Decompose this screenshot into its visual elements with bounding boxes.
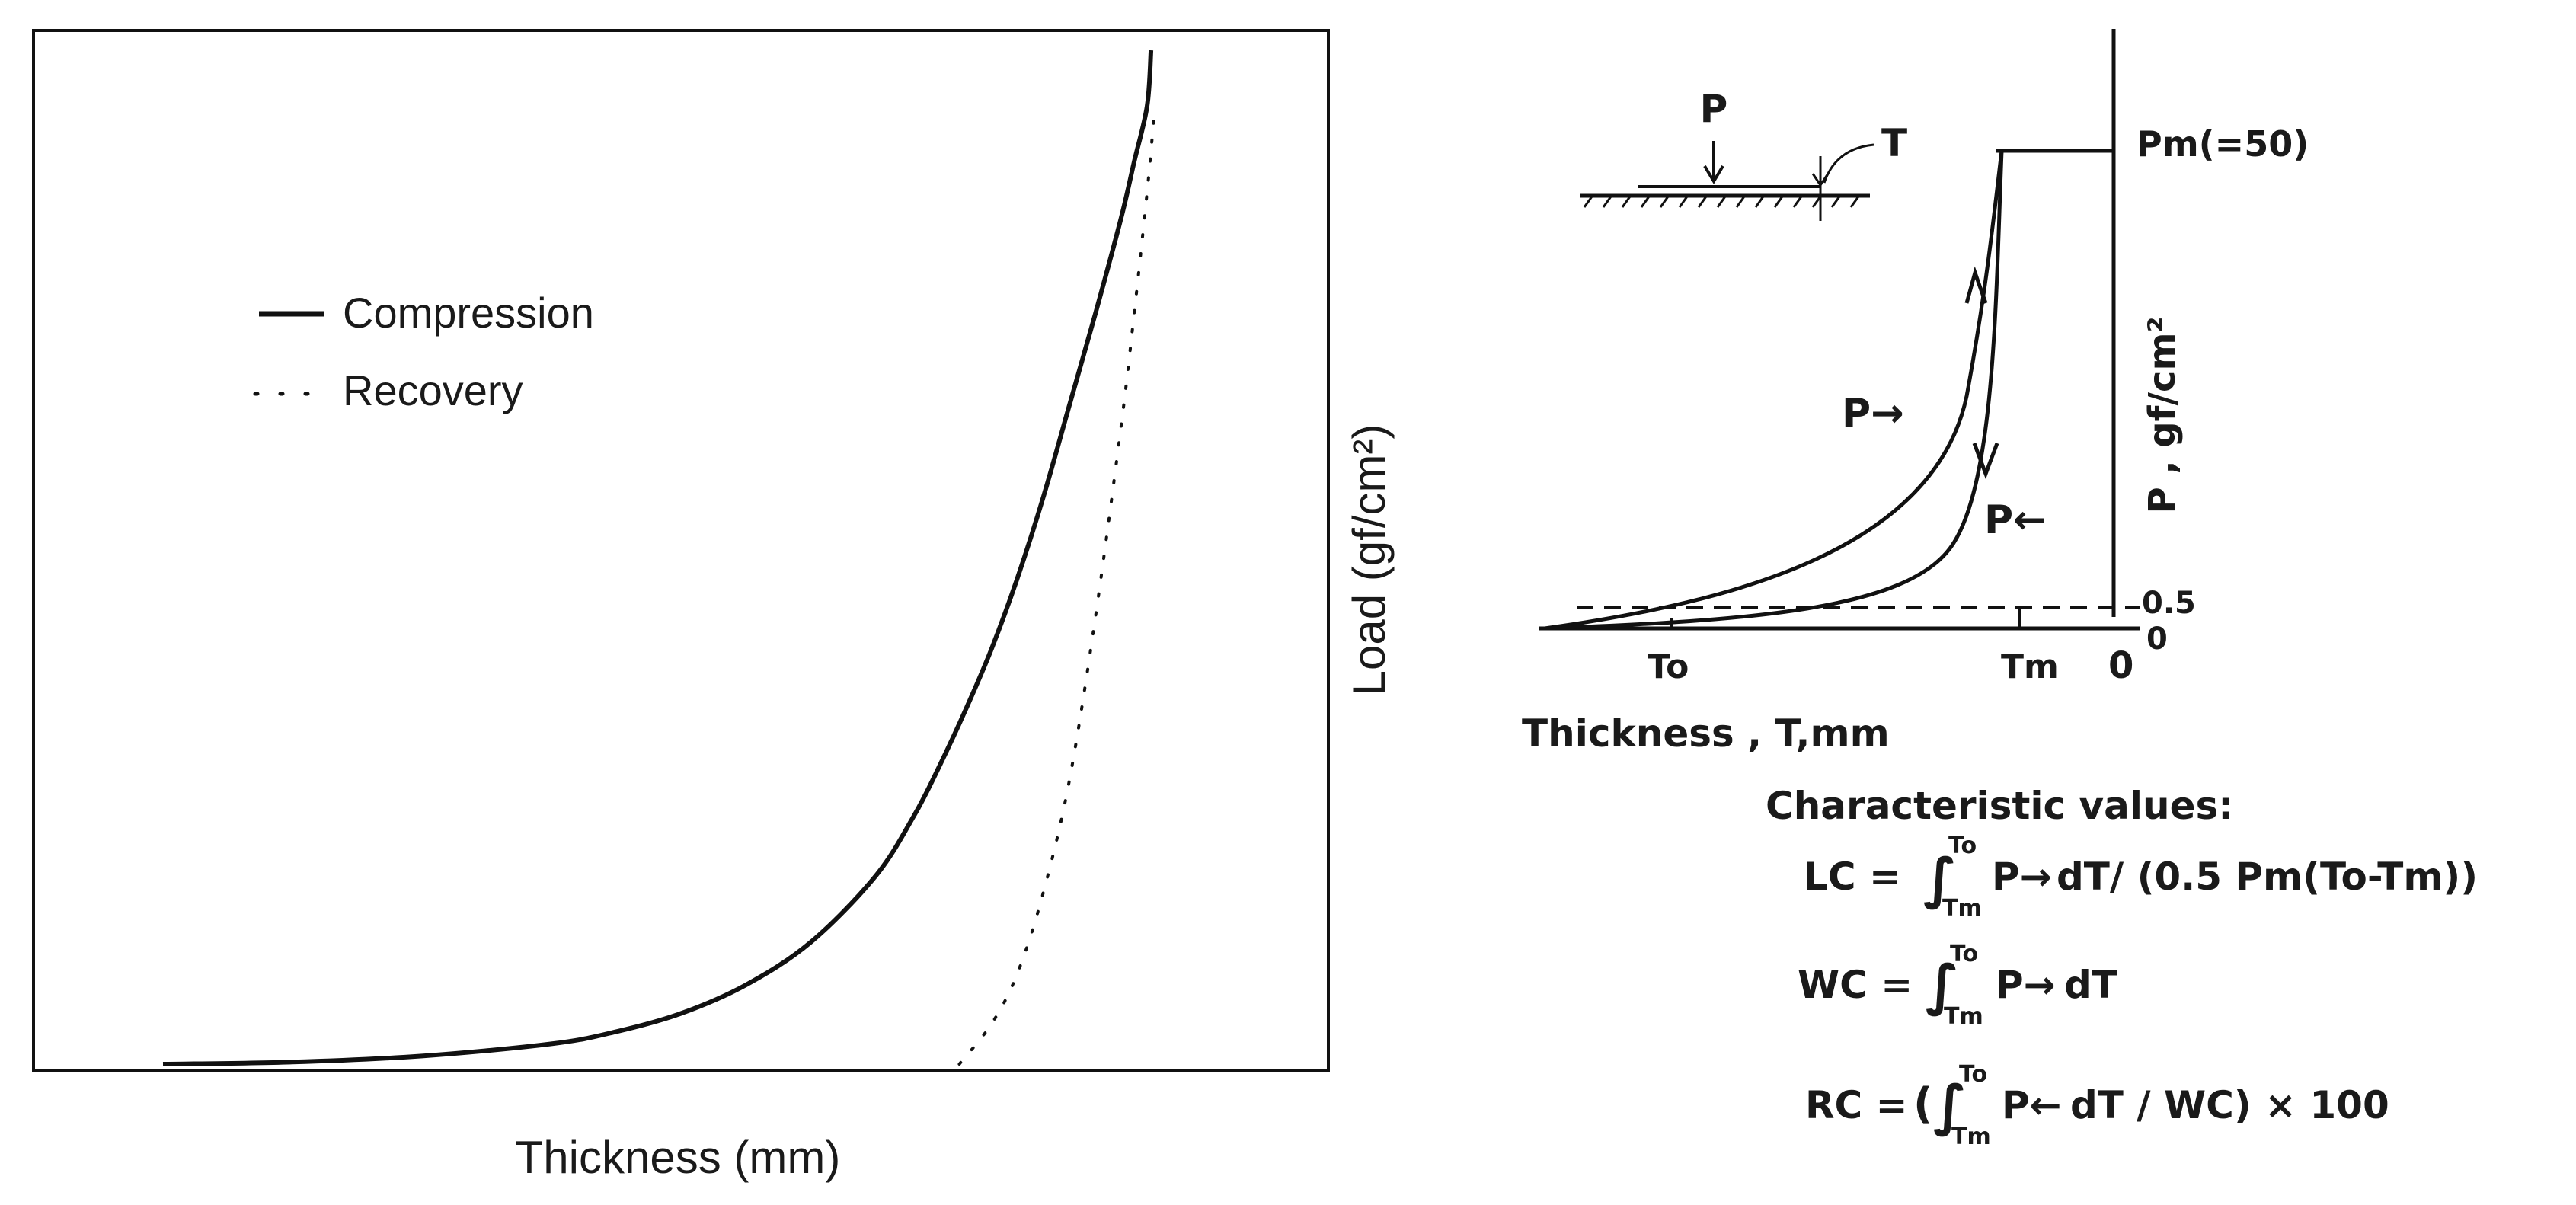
left-chart: Compression Recovery Thickness (mm) Load… (32, 29, 1395, 1183)
lc-p-forward: P→ (1992, 855, 2052, 899)
inset-t-leader (1823, 143, 1874, 184)
rc-lhs: RC = (1805, 1083, 1908, 1127)
right-diagram: P T P→ P← Pm(=50) 0.5 0 To Tm 0 P , gf/c… (1522, 29, 2478, 1150)
pm-tick-label: Pm(=50) (2137, 123, 2309, 165)
rc-open-paren: ( (1913, 1079, 1933, 1129)
wc-tail: dT (2064, 963, 2117, 1007)
lc-lower-limit: Tm (1942, 895, 1982, 922)
right-y-axis-label: P , gf/cm² (2141, 316, 2184, 513)
legend-compression-label: Compression (343, 289, 594, 337)
left-plot-frame (32, 29, 1330, 1072)
right-tick-labels: Pm(=50) 0.5 0 To Tm 0 P , gf/cm² Thickne… (1522, 123, 2309, 756)
p-backward-label: P← (1984, 497, 2047, 543)
right-compression-curve (1544, 150, 2004, 631)
series-line-compression (162, 50, 1154, 1066)
wc-upper-limit: To (1950, 941, 1978, 967)
inset-schematic: P T (1580, 87, 1907, 221)
left-series-group (162, 50, 1155, 1066)
legend-recovery-label: Recovery (343, 366, 523, 414)
rc-tail: dT / WC) × 100 (2070, 1083, 2389, 1127)
half-tick-label: 0.5 (2142, 586, 2196, 621)
wc-p-forward: P→ (1996, 963, 2056, 1007)
tm-tick-label: Tm (2001, 647, 2059, 686)
origin-label: 0 (2108, 644, 2133, 687)
curve-labels: P→ P← (1842, 391, 2047, 543)
compression-direction-arrow (1964, 266, 1988, 304)
left-legend: Compression Recovery (253, 289, 594, 414)
lc-upper-limit: To (1948, 833, 1977, 859)
wc-lower-limit: Tm (1944, 1003, 1983, 1030)
rc-lower-limit: Tm (1951, 1123, 1991, 1150)
inset-hatch (1583, 196, 1860, 208)
zero-tick-label: 0 (2146, 622, 2168, 657)
characteristic-formulas: Characteristic values: LC = ∫ To Tm P→ d… (1766, 784, 2478, 1150)
lc-tail: dT/ (0.5 Pm(To-Tm)) (2057, 855, 2478, 899)
inset-load-arrowhead (1703, 165, 1724, 184)
left-y-axis-label: Load (gf/cm²) (1344, 424, 1395, 696)
rc-p-backward: P← (2002, 1083, 2062, 1127)
inset-thickness-label: T (1881, 121, 1907, 165)
right-recovery-curve (1544, 150, 2004, 631)
inset-load-label: P (1700, 87, 1728, 131)
formula-heading: Characteristic values: (1766, 784, 2233, 828)
wc-lhs: WC = (1798, 963, 1913, 1007)
wc-integral-sign: ∫ (1926, 953, 1959, 1017)
recovery-direction-arrow (1972, 443, 1999, 480)
lc-integral-sign: ∫ (1923, 846, 1957, 910)
to-tick-label: To (1648, 647, 1689, 686)
right-x-axis-label: Thickness , T,mm (1522, 711, 1890, 756)
left-x-axis-label: Thickness (mm) (516, 1132, 841, 1183)
series-line-recovery (957, 120, 1155, 1066)
p-forward-label: P→ (1842, 391, 1904, 436)
rc-integral-sign: ∫ (1933, 1073, 1967, 1137)
lc-lhs: LC = (1804, 855, 1901, 899)
rc-upper-limit: To (1959, 1061, 1987, 1088)
